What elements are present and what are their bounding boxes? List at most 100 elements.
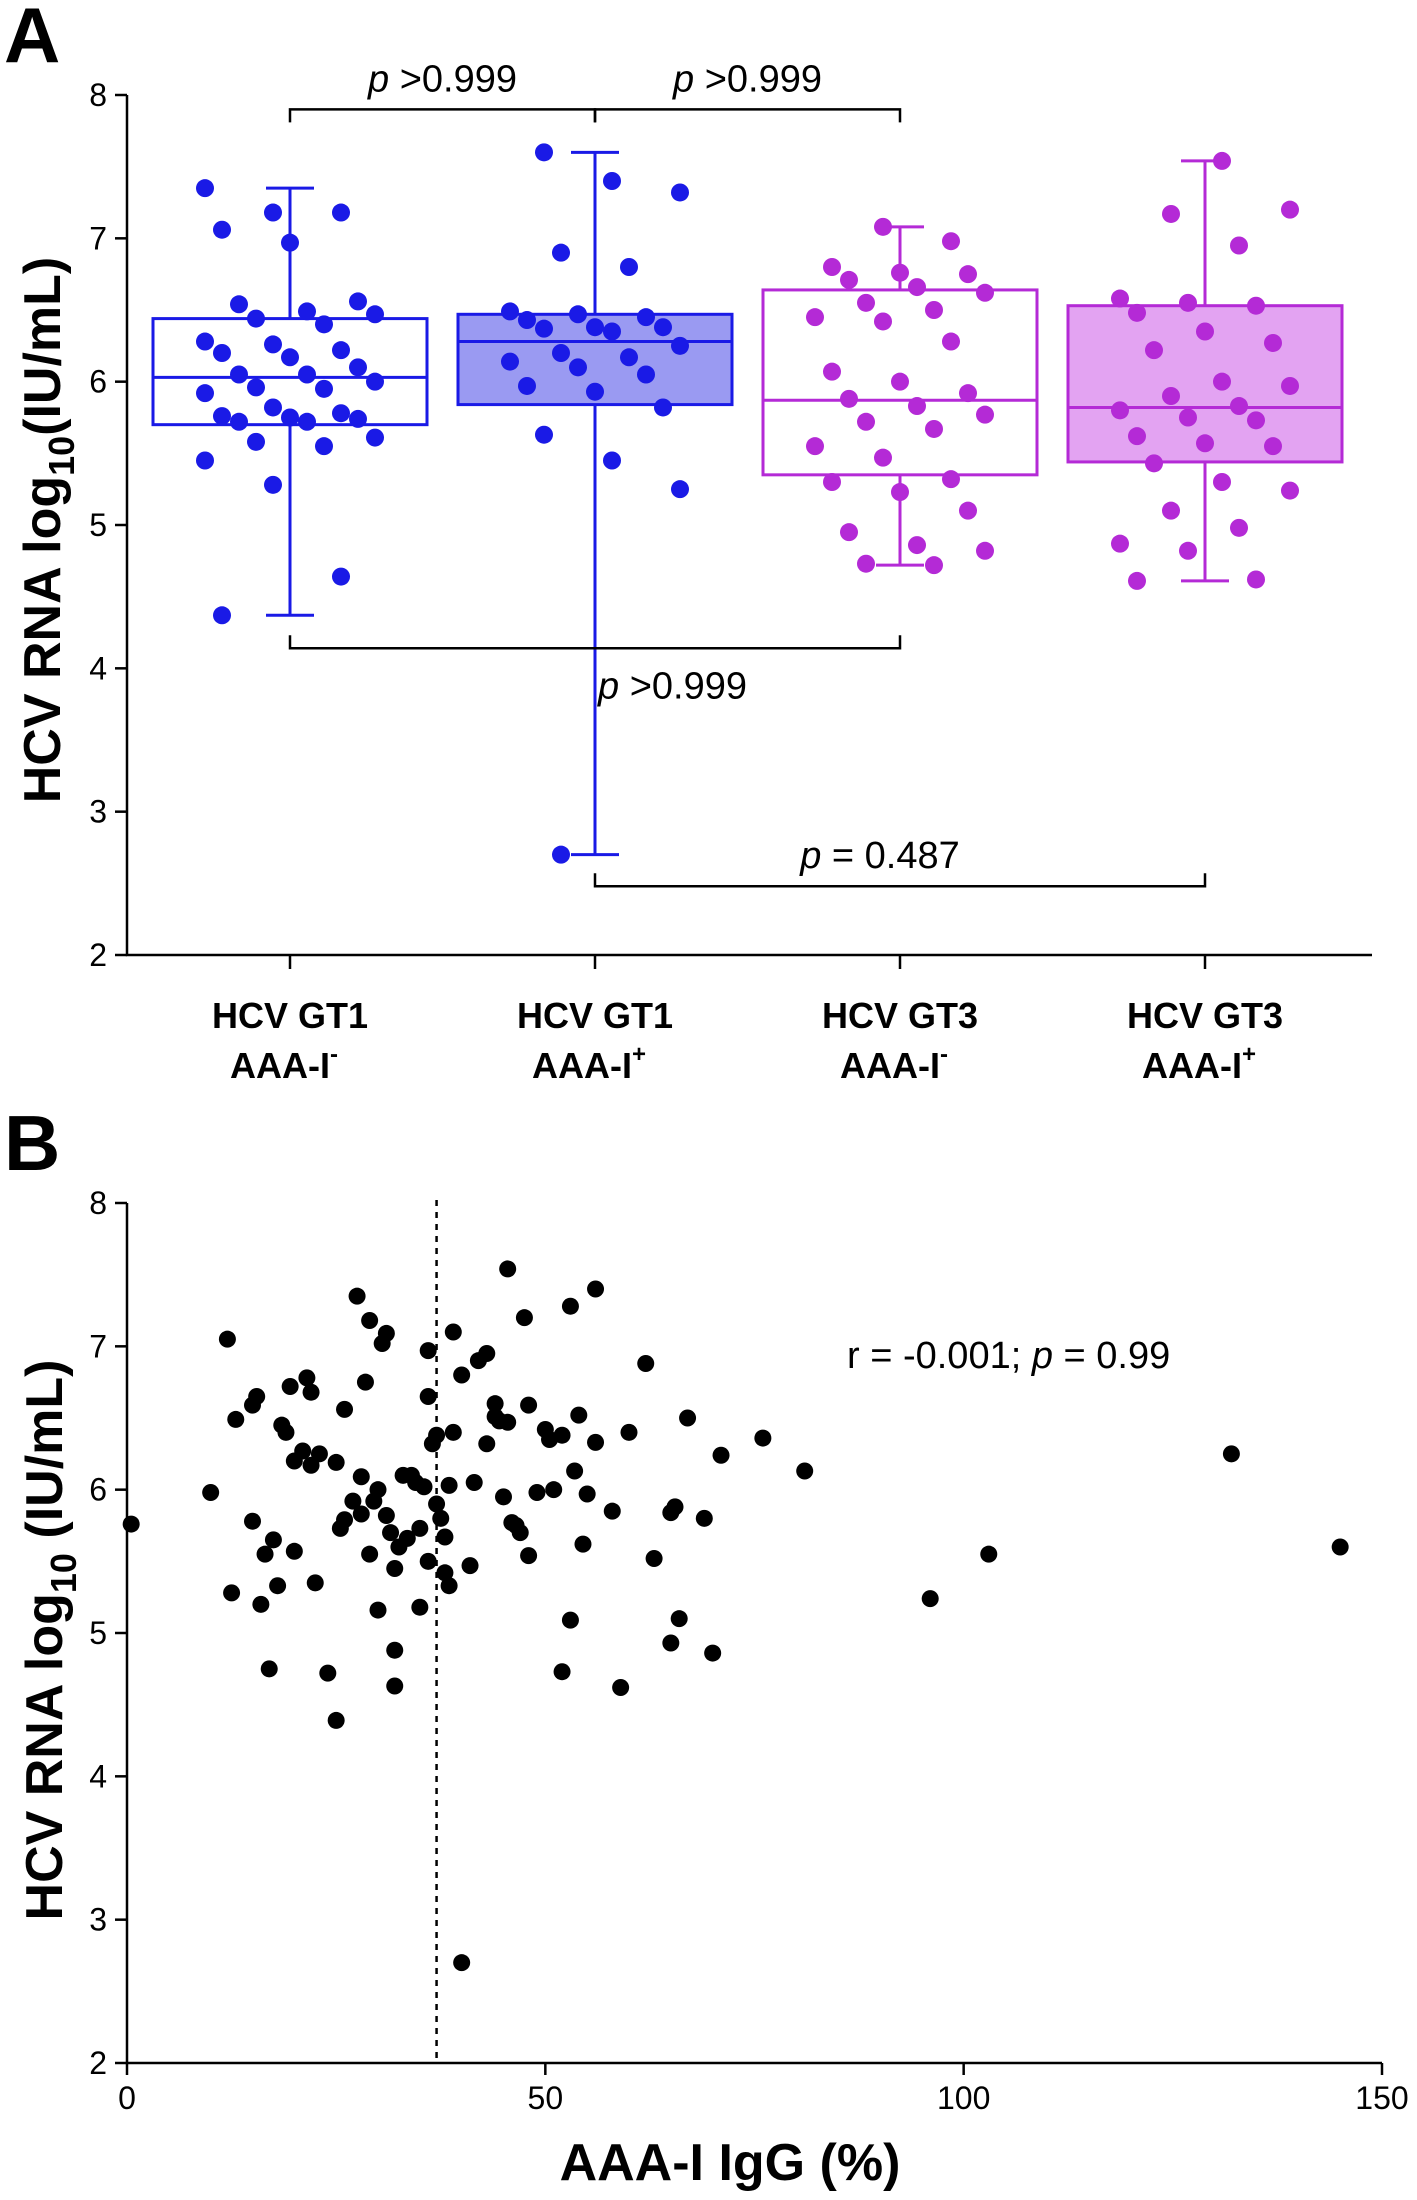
data-point bbox=[925, 556, 943, 575]
data-point bbox=[1111, 534, 1129, 553]
scatter-point bbox=[499, 1260, 517, 1278]
y-tick-label: 3 bbox=[89, 1902, 107, 1938]
data-point bbox=[349, 358, 367, 377]
y-tick-label: 2 bbox=[89, 2045, 107, 2081]
scatter-point bbox=[612, 1678, 630, 1696]
scatter-point bbox=[486, 1395, 504, 1413]
data-point bbox=[857, 554, 875, 573]
category-label-main: AAA-I bbox=[532, 1045, 632, 1086]
scatter-point bbox=[520, 1396, 538, 1414]
data-point bbox=[959, 265, 977, 284]
scatter-point bbox=[285, 1542, 303, 1560]
data-point bbox=[925, 301, 943, 319]
data-point bbox=[1264, 437, 1282, 456]
scatter-point bbox=[306, 1574, 324, 1592]
panel-a-y-axis-label: HCV RNA log10(IU/mL) bbox=[14, 257, 82, 804]
scatter-point bbox=[244, 1396, 261, 1414]
scatter-point bbox=[336, 1400, 354, 1418]
data-point bbox=[1264, 333, 1282, 352]
data-point bbox=[637, 365, 655, 384]
scatter-point bbox=[411, 1598, 429, 1616]
data-point bbox=[213, 407, 231, 426]
data-point bbox=[1128, 303, 1146, 322]
scatter-point bbox=[223, 1584, 241, 1602]
scatter-point bbox=[436, 1564, 454, 1582]
scatter-point bbox=[386, 1641, 404, 1659]
y-tick-label: 7 bbox=[89, 220, 107, 256]
data-point bbox=[874, 217, 892, 236]
data-point bbox=[586, 382, 604, 401]
scatter-point bbox=[264, 1531, 282, 1549]
x-tick-label: 0 bbox=[118, 2080, 136, 2116]
data-point bbox=[874, 312, 892, 331]
scatter-point bbox=[298, 1369, 316, 1387]
data-point bbox=[620, 258, 638, 276]
y-tick-label: 4 bbox=[89, 1758, 107, 1794]
data-point bbox=[196, 451, 214, 470]
data-point bbox=[535, 143, 553, 162]
comparison-bracket bbox=[288, 108, 597, 123]
category-label-line1: HCV GT1 bbox=[517, 995, 673, 1036]
data-point bbox=[366, 305, 384, 324]
scatter-point bbox=[453, 1954, 471, 1972]
data-point bbox=[281, 408, 299, 427]
scatter-point bbox=[545, 1481, 563, 1499]
y-tick-label: 7 bbox=[89, 1328, 107, 1364]
data-point bbox=[806, 437, 824, 456]
scatter-point bbox=[348, 1287, 366, 1305]
data-point bbox=[230, 365, 248, 384]
scatter-point bbox=[428, 1495, 446, 1513]
y-tick-label: 2 bbox=[89, 937, 107, 973]
data-point bbox=[806, 308, 824, 327]
data-point bbox=[1128, 571, 1146, 590]
scatter-point bbox=[754, 1429, 772, 1447]
data-point bbox=[230, 295, 248, 314]
category-superscript: + bbox=[1242, 1041, 1256, 1068]
scatter-point bbox=[411, 1519, 429, 1537]
data-point bbox=[1213, 372, 1231, 391]
scatter-point bbox=[419, 1552, 437, 1570]
panel-b-scatter-plot: B HCV RNA log10 (IU/mL) AAA-I IgG (%) 2 3… bbox=[4, 1099, 1409, 2192]
data-point bbox=[535, 319, 553, 338]
data-point bbox=[196, 332, 214, 351]
scatter-point bbox=[302, 1383, 320, 1401]
panel-b-x-axis-label: AAA-I IgG (%) bbox=[560, 2134, 901, 2192]
category-label-line1: HCV GT1 bbox=[212, 995, 368, 1036]
data-point bbox=[264, 203, 282, 222]
data-point bbox=[535, 425, 553, 444]
data-point bbox=[298, 302, 316, 321]
data-point bbox=[1196, 322, 1214, 341]
data-point bbox=[1145, 341, 1163, 360]
p-italic: p bbox=[672, 58, 694, 100]
x-tick-label: 50 bbox=[528, 2080, 564, 2116]
scatter-point bbox=[319, 1664, 337, 1682]
data-point bbox=[654, 318, 672, 337]
data-point bbox=[1128, 427, 1146, 446]
data-point bbox=[1179, 293, 1197, 312]
scatter-point bbox=[361, 1312, 379, 1330]
scatter-point bbox=[578, 1485, 596, 1503]
scatter-point bbox=[277, 1423, 295, 1441]
comparison-bracket bbox=[593, 108, 902, 123]
comparison-bracket bbox=[288, 635, 902, 650]
data-point bbox=[298, 412, 316, 431]
data-point bbox=[1111, 401, 1129, 420]
category-label-line2: AAA-I- bbox=[840, 1041, 948, 1086]
scatter-point bbox=[419, 1388, 437, 1405]
scatter-point bbox=[528, 1484, 546, 1502]
comparison-bracket bbox=[593, 873, 1207, 888]
scatter-point bbox=[453, 1366, 471, 1384]
category-label-main: AAA-I bbox=[1142, 1045, 1242, 1086]
data-point bbox=[637, 308, 655, 327]
data-point bbox=[196, 384, 214, 403]
scatter-point bbox=[921, 1590, 939, 1608]
data-point bbox=[247, 432, 265, 451]
data-point bbox=[976, 405, 994, 424]
data-point bbox=[1281, 376, 1299, 395]
data-point bbox=[620, 348, 638, 367]
scatter-point bbox=[281, 1377, 299, 1395]
y-tick-label: 5 bbox=[89, 1615, 107, 1651]
data-point bbox=[1162, 501, 1180, 520]
category-superscript: - bbox=[940, 1041, 948, 1068]
data-point bbox=[1247, 411, 1265, 430]
